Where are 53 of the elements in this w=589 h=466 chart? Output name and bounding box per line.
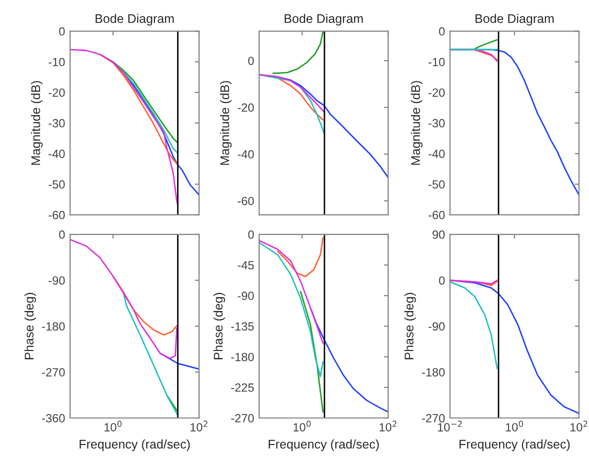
y-axis-title: Magnitude (dB) <box>30 81 43 165</box>
y-tick-label: -90 <box>238 292 254 300</box>
y-axis-title: Phase (deg) <box>24 292 36 360</box>
y-tick-label: -20 <box>238 103 254 112</box>
y-axis-title: Phase (deg) <box>213 292 226 360</box>
x-tick-label: 10$^{2}$ <box>570 420 588 432</box>
y-tick-label: -30 <box>48 119 65 128</box>
y-tick-label: -10 <box>48 58 65 66</box>
y-tick-label: -270 <box>422 414 445 422</box>
y-tick-label: -225 <box>231 383 254 392</box>
y-tick-label: -40 <box>238 150 254 158</box>
y-tick-label: -90 <box>428 322 445 331</box>
x-tick-label: 10$^{0}$ <box>104 420 122 432</box>
y-tick-label: -270 <box>231 414 254 422</box>
x-tick-label: 10$^{0}$ <box>294 420 311 432</box>
y-tick-label: -50 <box>48 180 65 189</box>
y-tick-label: -20 <box>428 88 445 97</box>
y-tick-label: 0 <box>439 27 445 36</box>
y-tick-label: -135 <box>231 322 254 331</box>
y-tick-label: 0 <box>59 230 65 239</box>
y-tick-label: -360 <box>42 414 65 422</box>
x-tick-label: 10$^{2}$ <box>380 420 396 432</box>
y-tick-label: -20 <box>48 88 65 97</box>
y-tick-label: -180 <box>42 322 65 331</box>
y-tick-label: -90 <box>48 276 65 285</box>
y-tick-label: 0 <box>248 230 254 239</box>
x-tick-label: 10$^{0}$ <box>506 420 523 432</box>
y-tick-label: 90 <box>432 230 445 239</box>
y-tick-label: -60 <box>428 210 445 220</box>
y-tick-label: -60 <box>238 196 254 206</box>
x-axis-title: Frequency (rad/sec) <box>268 439 379 452</box>
y-tick-label: -10 <box>428 58 445 66</box>
y-tick-label: -270 <box>42 368 65 376</box>
x-axis-title: Frequency (rad/sec) <box>460 439 570 452</box>
y-tick-label: 0 <box>59 27 65 36</box>
y-axis-title: Phase (deg) <box>404 292 416 360</box>
y-tick-label: -50 <box>428 180 445 189</box>
y-tick-label: -40 <box>428 150 445 158</box>
y-tick-label: -60 <box>48 210 65 220</box>
y-axis-title: Magnitude (dB) <box>410 81 423 165</box>
x-axis-title: Frequency (rad/sec) <box>80 439 190 452</box>
chart-title: Bode Diagram <box>476 14 554 26</box>
chart-title: Bode Diagram <box>284 14 363 26</box>
y-tick-label: -40 <box>48 150 65 158</box>
y-axis-title: Magnitude (dB) <box>220 81 232 165</box>
x-tick-label: 10$^{2}$ <box>190 420 208 432</box>
y-tick-label: 0 <box>439 276 445 285</box>
y-tick-label: -180 <box>422 368 445 376</box>
chart-title: Bode Diagram <box>96 14 174 26</box>
y-tick-label: -180 <box>231 352 254 362</box>
y-tick-label: -45 <box>238 261 254 270</box>
y-tick-label: 0 <box>248 56 254 66</box>
y-tick-label: -30 <box>428 119 445 128</box>
